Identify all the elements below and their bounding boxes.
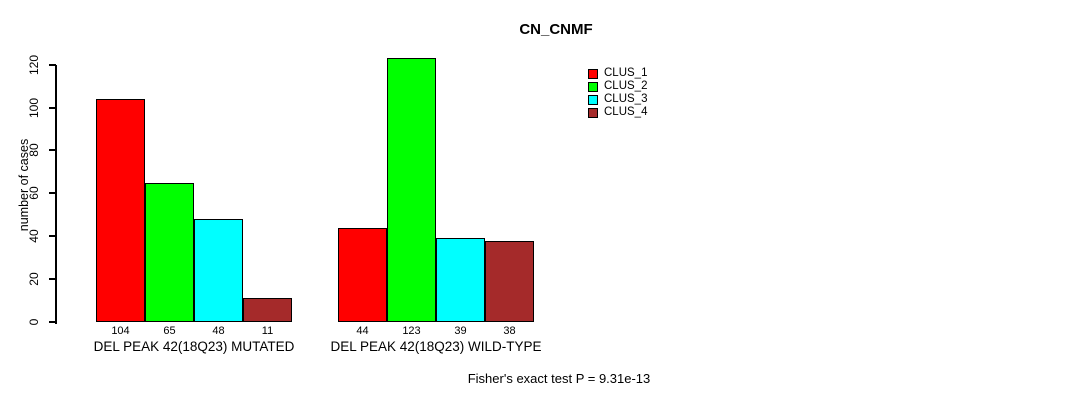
bar [485, 240, 534, 322]
y-tick-label: 120 [27, 54, 41, 75]
bar [145, 182, 194, 322]
y-axis-tick [49, 149, 56, 152]
legend-label: CLUS_1 [604, 67, 648, 79]
x-axis-group-label: DEL PEAK 42(18Q23) MUTATED [93, 339, 295, 354]
y-axis-tick [49, 63, 56, 66]
legend-swatch [588, 94, 598, 105]
legend-item: CLUS_3 [588, 93, 647, 106]
bar [96, 99, 145, 322]
y-tick-label: 40 [27, 229, 41, 243]
bar-value-label: 38 [503, 325, 516, 337]
bar-value-label: 48 [212, 325, 225, 337]
y-tick-label: 80 [27, 143, 41, 158]
legend-item: CLUS_2 [588, 80, 647, 93]
bar-value-label: 11 [261, 325, 274, 337]
bar-value-label: 39 [454, 325, 467, 337]
y-tick-label: 0 [27, 318, 41, 326]
bar [436, 238, 485, 322]
legend-label: CLUS_2 [604, 80, 648, 92]
footer-annotation: Fisher's exact test P = 9.31e-13 [467, 371, 651, 386]
bar-value-label: 123 [402, 325, 421, 337]
y-axis-tick [49, 278, 56, 281]
bar [387, 58, 436, 322]
chart-title: CN_CNMF [519, 21, 593, 38]
bar-value-label: 65 [163, 325, 176, 337]
legend-swatch [588, 81, 598, 92]
bar-value-label: 44 [356, 325, 369, 337]
legend-label: CLUS_3 [604, 93, 648, 105]
bar [194, 219, 243, 322]
y-axis-line [55, 64, 57, 324]
y-axis-tick [49, 106, 56, 109]
y-tick-label: 100 [27, 97, 41, 118]
y-tick-label: 60 [27, 186, 41, 201]
legend-item: CLUS_4 [588, 106, 647, 119]
y-axis-tick [49, 235, 56, 238]
y-axis-tick [49, 192, 56, 195]
legend-swatch [588, 68, 598, 79]
y-tick-label: 20 [27, 272, 41, 286]
y-axis-tick [49, 321, 56, 323]
bar-value-label: 104 [111, 325, 130, 337]
legend: CLUS_1 CLUS_2 CLUS_3 CLUS_4 [588, 67, 647, 119]
bar [243, 298, 292, 322]
x-axis-group-label: DEL PEAK 42(18Q23) WILD-TYPE [330, 339, 542, 354]
legend-swatch [588, 107, 598, 118]
legend-item: CLUS_1 [588, 67, 647, 80]
legend-label: CLUS_4 [604, 106, 648, 118]
bar [338, 227, 387, 322]
